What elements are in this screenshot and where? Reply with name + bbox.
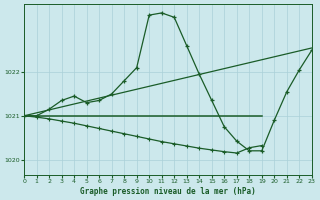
X-axis label: Graphe pression niveau de la mer (hPa): Graphe pression niveau de la mer (hPa) <box>80 187 256 196</box>
